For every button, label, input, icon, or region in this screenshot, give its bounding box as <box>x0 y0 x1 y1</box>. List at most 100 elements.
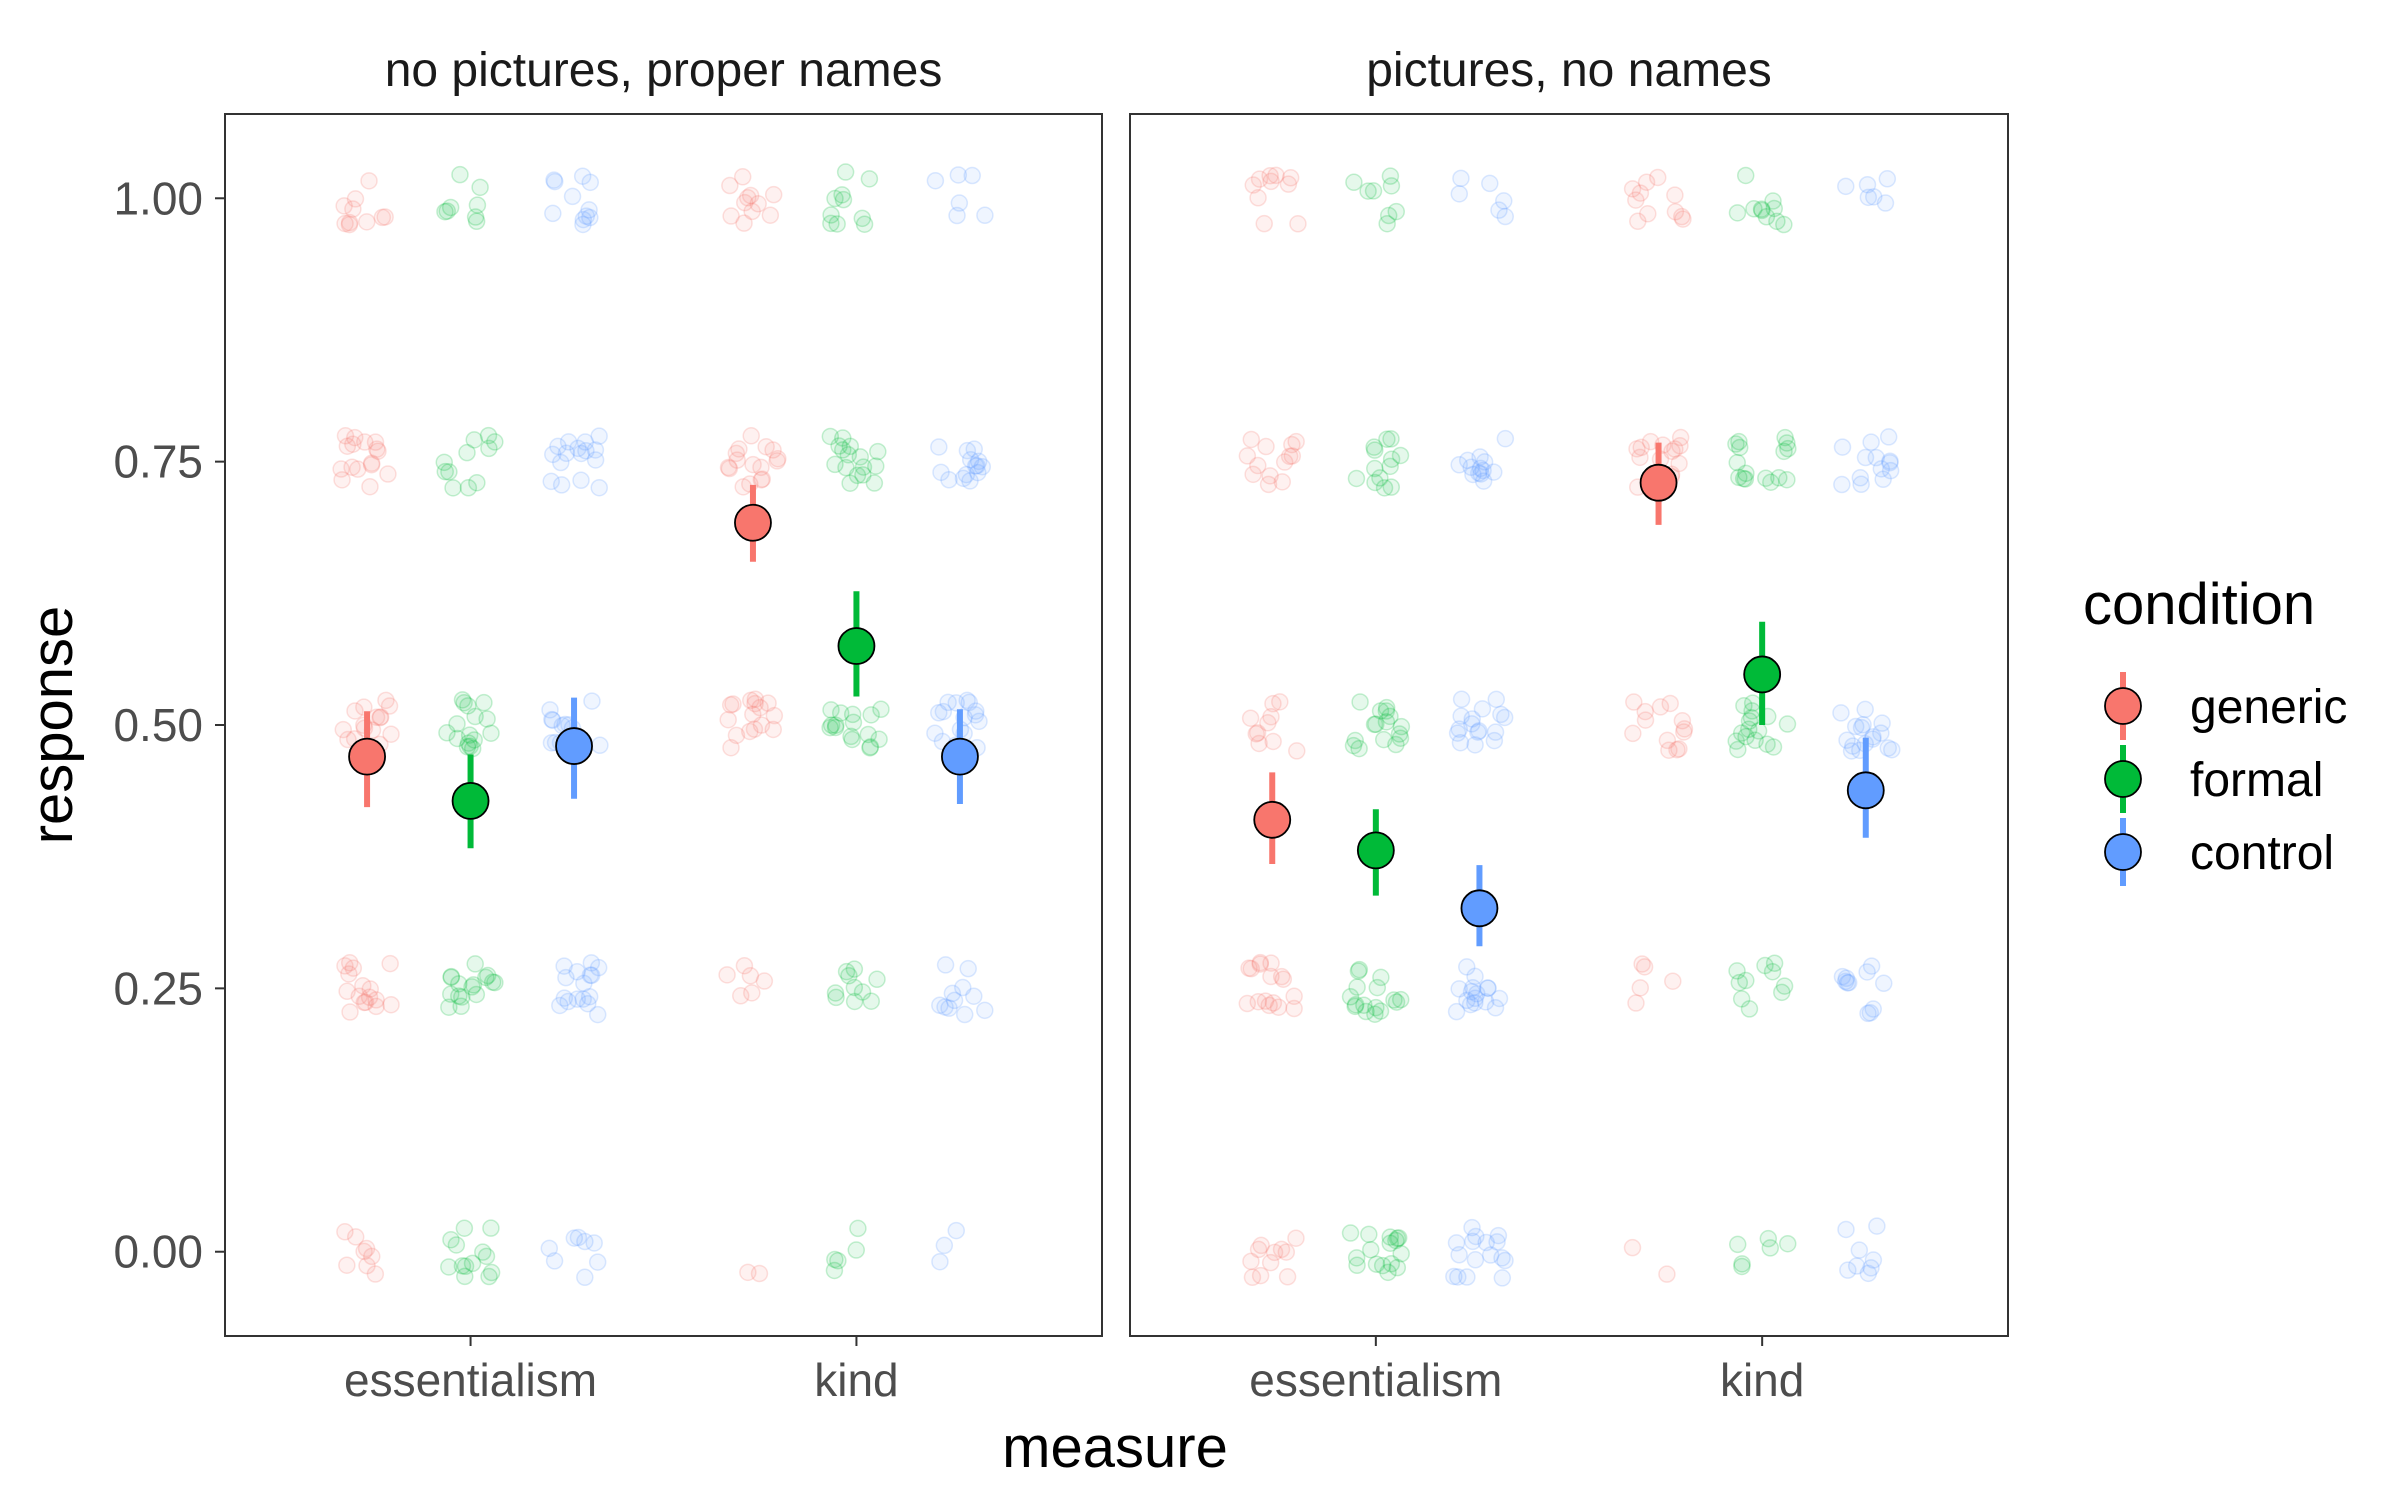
raw-point <box>1471 459 1490 478</box>
raw-point <box>966 706 985 724</box>
raw-point <box>575 974 593 993</box>
raw-point <box>954 978 972 997</box>
raw-point <box>1287 432 1305 451</box>
raw-point <box>333 471 351 489</box>
raw-point <box>1382 177 1401 195</box>
raw-point <box>1449 1268 1467 1286</box>
x-axis-title: measure <box>1002 1415 1228 1480</box>
raw-point <box>590 478 609 497</box>
raw-point <box>382 995 400 1014</box>
raw-point <box>474 1243 492 1261</box>
raw-point <box>1756 956 1774 975</box>
raw-point <box>741 186 760 205</box>
raw-point <box>1450 456 1468 474</box>
raw-point <box>460 726 479 744</box>
raw-point <box>1481 1246 1500 1264</box>
raw-point <box>1762 473 1780 492</box>
raw-point <box>559 433 578 451</box>
raw-point <box>1272 967 1291 986</box>
raw-point <box>1864 1000 1882 1018</box>
raw-point <box>336 957 354 975</box>
raw-point <box>1732 724 1751 742</box>
raw-point <box>1837 177 1855 196</box>
raw-point <box>1344 736 1363 755</box>
raw-point <box>822 716 841 734</box>
raw-point <box>1262 708 1280 726</box>
panel-border <box>1129 113 2009 1337</box>
raw-point <box>1624 724 1642 743</box>
raw-point <box>968 456 986 475</box>
raw-point <box>441 198 460 217</box>
raw-point <box>1265 1243 1284 1262</box>
raw-point <box>1668 740 1686 759</box>
raw-point <box>545 1252 564 1270</box>
raw-point <box>447 1236 466 1254</box>
raw-point <box>1287 1229 1305 1247</box>
raw-point <box>976 1001 994 1020</box>
raw-point <box>1385 991 1403 1009</box>
raw-point <box>868 970 886 989</box>
raw-point <box>1341 988 1360 1006</box>
raw-point <box>940 999 958 1017</box>
raw-point <box>362 454 381 473</box>
raw-point <box>1778 470 1796 489</box>
raw-point <box>733 168 752 186</box>
raw-points-layer <box>332 163 994 1287</box>
legend-key-point <box>2104 833 2142 871</box>
raw-point <box>568 990 587 1008</box>
raw-point <box>955 1005 974 1024</box>
raw-point <box>1463 1218 1481 1237</box>
raw-point <box>459 734 478 752</box>
raw-point <box>1374 730 1393 749</box>
raw-point <box>467 212 486 231</box>
raw-point <box>739 189 757 207</box>
raw-point <box>1631 184 1650 202</box>
raw-point <box>1251 953 1270 972</box>
raw-point <box>459 697 477 715</box>
raw-point <box>1486 999 1505 1017</box>
raw-point <box>1625 693 1643 711</box>
raw-point <box>1272 1240 1291 1259</box>
raw-point <box>349 460 367 478</box>
raw-point <box>340 213 359 232</box>
raw-point <box>1736 470 1755 488</box>
raw-point <box>355 698 373 716</box>
raw-point <box>574 210 593 229</box>
raw-point <box>1727 435 1745 453</box>
raw-point <box>581 173 600 192</box>
raw-point <box>865 474 884 492</box>
legend: condition generic formal control <box>2083 572 2347 886</box>
raw-point <box>1872 460 1891 478</box>
raw-point <box>1768 212 1786 231</box>
raw-point <box>1283 447 1302 465</box>
raw-point <box>1372 968 1390 987</box>
raw-point <box>344 435 362 453</box>
raw-point <box>836 163 855 181</box>
raw-point <box>343 458 361 476</box>
raw-point <box>1658 731 1677 750</box>
raw-point <box>442 967 461 986</box>
raw-point <box>769 449 787 468</box>
raw-point <box>440 463 458 481</box>
raw-point <box>1371 702 1390 720</box>
raw-point <box>834 441 852 459</box>
raw-point <box>1257 437 1275 456</box>
raw-point <box>1390 725 1409 743</box>
raw-point <box>1381 1234 1399 1252</box>
raw-point <box>1779 439 1797 458</box>
raw-point <box>448 715 466 733</box>
raw-point <box>346 428 364 447</box>
raw-point <box>1778 434 1796 452</box>
raw-point <box>721 176 739 195</box>
raw-point <box>930 438 948 456</box>
mean-point-generic <box>348 737 386 776</box>
raw-point <box>969 463 987 482</box>
raw-point <box>1872 724 1890 742</box>
raw-point <box>947 694 965 712</box>
raw-point <box>477 1247 496 1266</box>
raw-point <box>744 705 762 724</box>
raw-point <box>563 187 582 206</box>
raw-point <box>1876 194 1895 212</box>
raw-point <box>544 204 562 223</box>
raw-point <box>1273 473 1292 491</box>
